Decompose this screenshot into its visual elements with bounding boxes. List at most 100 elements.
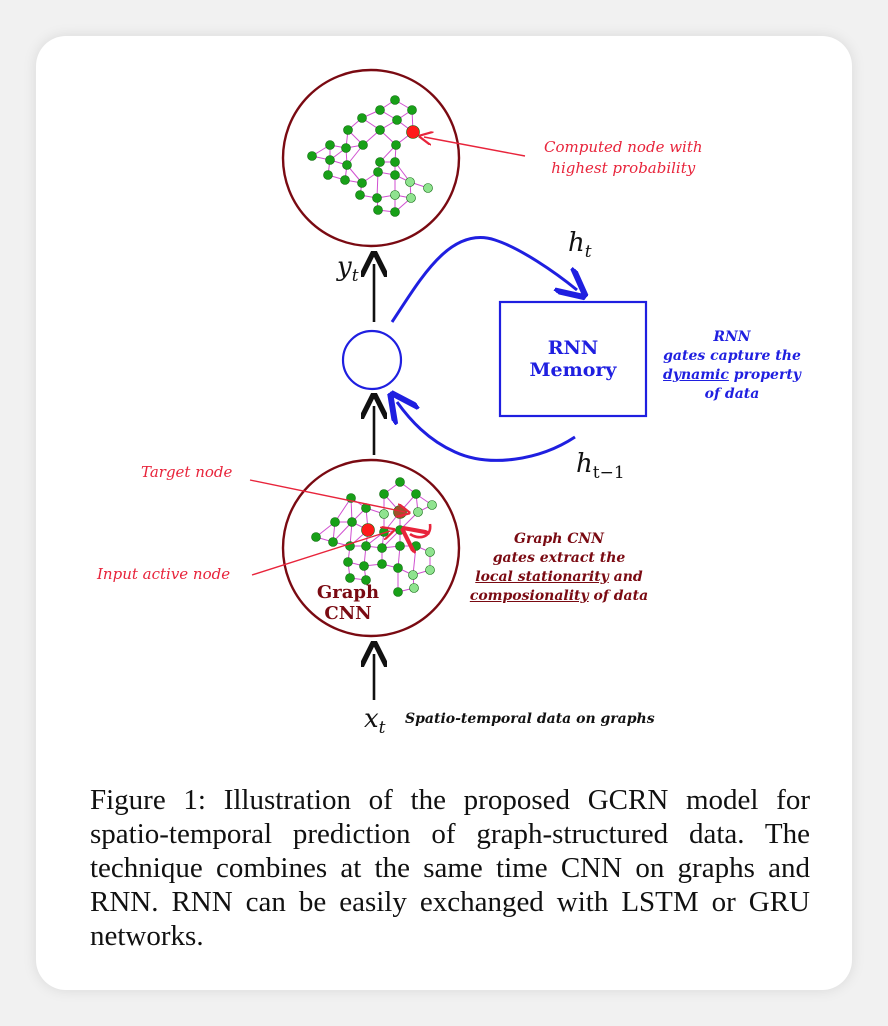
graph-node bbox=[391, 140, 401, 150]
graph-node bbox=[390, 157, 400, 167]
computed-node-annotation: Computed node with highest probability bbox=[544, 137, 703, 179]
gcnn-note-local-stationarity: local stationarity bbox=[475, 569, 609, 585]
graph-node bbox=[373, 167, 383, 177]
graph-node bbox=[411, 489, 421, 499]
h-t-label: ht bbox=[568, 228, 592, 263]
input-graph bbox=[311, 477, 437, 597]
graph-node bbox=[358, 140, 368, 150]
graph-edge bbox=[334, 497, 352, 523]
input-active-node-annotation: Input active node bbox=[97, 565, 231, 583]
output-graph bbox=[307, 95, 433, 217]
input-active-node bbox=[361, 523, 375, 537]
graph-node bbox=[413, 507, 423, 517]
graph-node bbox=[407, 105, 417, 115]
input-description: Spatio-temporal data on graphs bbox=[405, 711, 655, 727]
arrow-computed-node bbox=[424, 137, 526, 157]
graph-node bbox=[343, 125, 353, 135]
graph-node bbox=[355, 190, 365, 200]
graph-node bbox=[411, 541, 421, 551]
rnn-memory-box bbox=[498, 300, 648, 418]
h-t-minus-1-label: ht−1 bbox=[576, 449, 625, 484]
input-graph-circle bbox=[281, 458, 461, 638]
graph-node bbox=[361, 541, 371, 551]
arrow-input-active-node bbox=[251, 531, 390, 576]
graph-node bbox=[425, 547, 435, 557]
graph-node bbox=[375, 105, 385, 115]
graph-node bbox=[427, 500, 437, 510]
arrow-h-t-minus-1 bbox=[397, 402, 576, 462]
rnn-note-line3-rest: property bbox=[728, 367, 801, 383]
graph-node bbox=[325, 155, 335, 165]
gcnn-note-composionality: composionality bbox=[469, 588, 589, 604]
graph-node bbox=[390, 95, 400, 105]
rnn-note-dynamic: dynamic bbox=[663, 367, 729, 383]
graph-node bbox=[409, 583, 419, 593]
rnn-note: RNN gates capture the dynamic property o… bbox=[662, 328, 802, 404]
graph-node bbox=[379, 489, 389, 499]
graph-node bbox=[330, 517, 340, 527]
graph-node bbox=[345, 573, 355, 583]
graph-node bbox=[393, 563, 403, 573]
graph-node bbox=[379, 509, 389, 519]
graph-node bbox=[425, 565, 435, 575]
graph-node bbox=[323, 170, 333, 180]
rnn-note-line3: dynamic property bbox=[662, 366, 802, 385]
computed-node bbox=[406, 125, 420, 139]
graph-node bbox=[405, 177, 415, 187]
gcnn-note-line4: composionality of data bbox=[466, 587, 652, 606]
graph-node bbox=[372, 193, 382, 203]
graph-node bbox=[423, 183, 433, 193]
graph-node bbox=[361, 575, 371, 585]
graph-node bbox=[377, 559, 387, 569]
figure-card bbox=[36, 36, 852, 990]
graph-node bbox=[390, 207, 400, 217]
target-node-annotation: Target node bbox=[141, 463, 233, 481]
gcnn-note-line3-rest: and bbox=[608, 569, 643, 585]
gcnn-note-line4-rest: of data bbox=[588, 588, 649, 604]
gcnn-note: Graph CNN gates extract the local statio… bbox=[466, 530, 652, 606]
figure-caption: Figure 1: Illustration of the proposed G… bbox=[90, 784, 810, 952]
self-loop-arrow bbox=[410, 523, 432, 537]
computed-node-annotation-line1: Computed node with bbox=[544, 138, 703, 156]
graph-node bbox=[325, 140, 335, 150]
graph-node bbox=[328, 537, 338, 547]
input-x-label: xt bbox=[364, 704, 386, 739]
graph-node bbox=[359, 561, 369, 571]
graph-node bbox=[373, 205, 383, 215]
graph-node bbox=[307, 151, 317, 161]
graph-node bbox=[311, 532, 321, 542]
rnn-note-line1: RNN bbox=[713, 329, 751, 345]
graph-node bbox=[395, 525, 405, 535]
graph-node bbox=[341, 143, 351, 153]
rnn-note-line2: gates capture the bbox=[663, 348, 801, 364]
graph-node bbox=[406, 193, 416, 203]
graph-node bbox=[377, 543, 387, 553]
graph-node bbox=[392, 115, 402, 125]
graph-node bbox=[408, 570, 418, 580]
gcnn-note-line3: local stationarity and bbox=[466, 568, 652, 587]
gcnn-note-line2: gates extract the bbox=[492, 550, 626, 566]
graph-node bbox=[342, 160, 352, 170]
graph-node bbox=[375, 125, 385, 135]
output-graph-circle bbox=[281, 68, 461, 248]
graph-node bbox=[375, 157, 385, 167]
rnn-memory-label-line2: Memory bbox=[529, 359, 617, 381]
rnn-note-line4: of data bbox=[704, 386, 760, 402]
arrow-target-node bbox=[249, 479, 405, 512]
graph-node bbox=[390, 190, 400, 200]
graph-cnn-label-line2: CNN bbox=[324, 603, 372, 624]
arrow-h-t bbox=[390, 236, 577, 323]
graph-cnn-label: Graph CNN bbox=[313, 582, 383, 624]
graph-node bbox=[390, 170, 400, 180]
rnn-memory-label-line1: RNN bbox=[547, 337, 599, 359]
output-y-label: yt bbox=[337, 252, 359, 287]
graph-node bbox=[395, 477, 405, 487]
rnn-memory-label: RNN Memory bbox=[500, 337, 646, 381]
graph-node bbox=[393, 587, 403, 597]
hidden-state-circle bbox=[341, 329, 403, 391]
graph-node bbox=[357, 178, 367, 188]
graph-node bbox=[357, 113, 367, 123]
graph-node bbox=[347, 517, 357, 527]
gcnn-note-line1: Graph CNN bbox=[514, 531, 604, 547]
